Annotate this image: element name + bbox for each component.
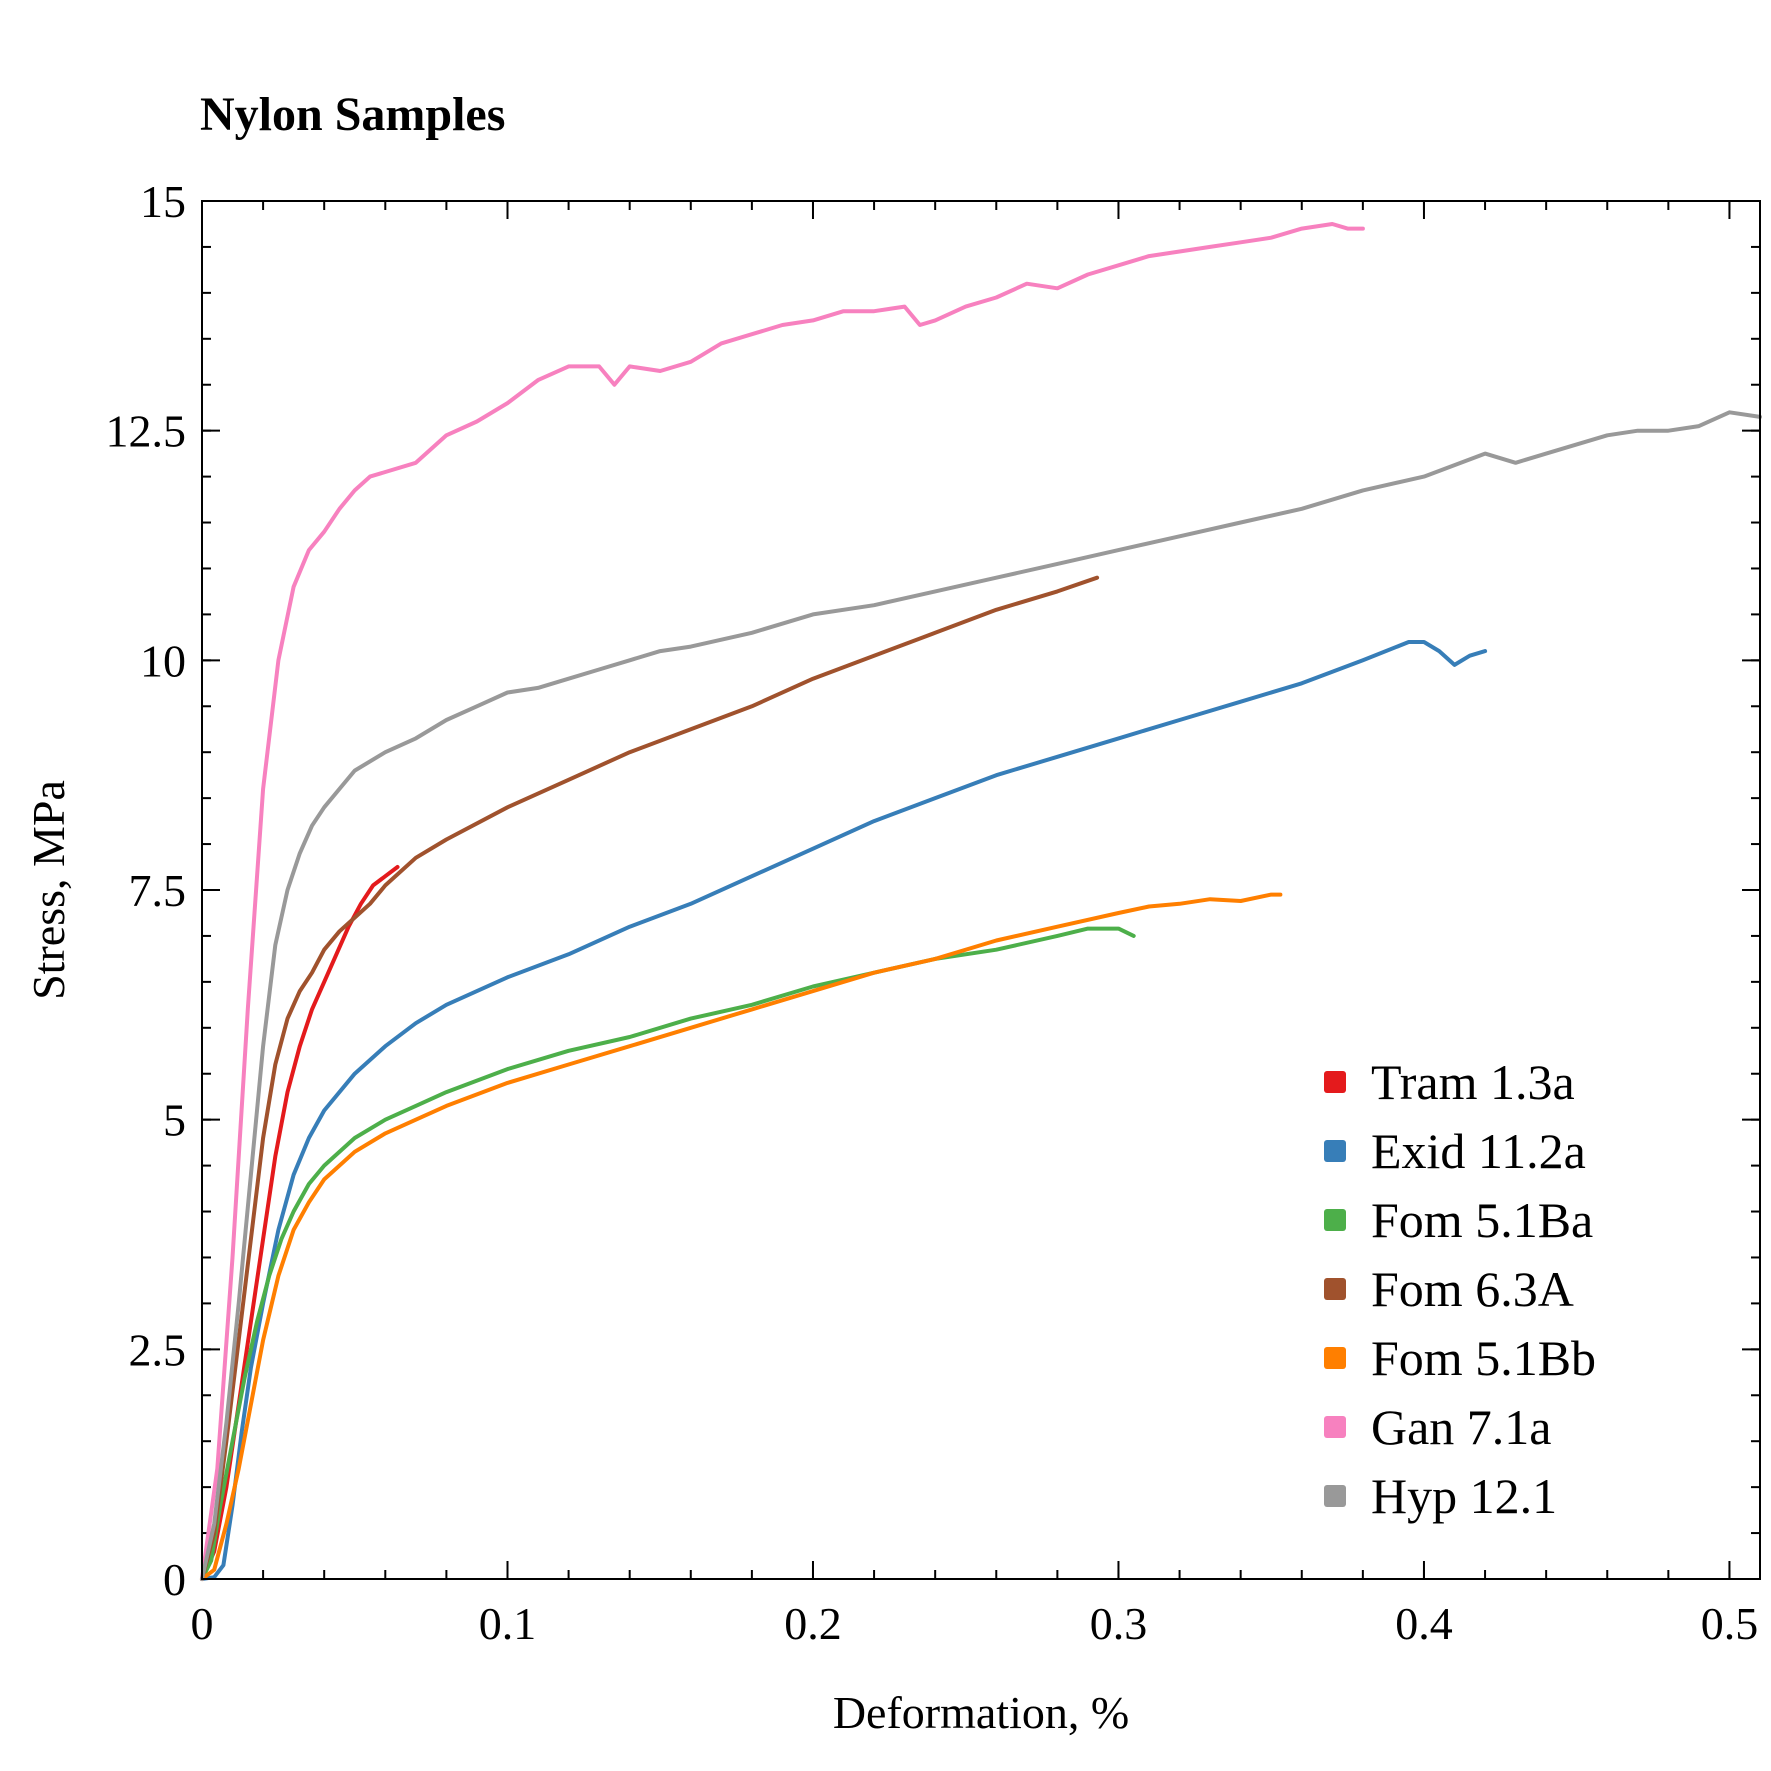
legend-label-tram-1-3a: Tram 1.3a (1371, 1054, 1575, 1110)
legend: Tram 1.3a Exid 11.2a Fom 5.1Ba Fom 6.3A Fom … (1324, 1054, 1596, 1524)
legend-swatch-fom-6-3a (1324, 1278, 1346, 1300)
series-line-tram-1-3a (200, 865, 400, 1581)
series-lines (200, 222, 1762, 1581)
legend-swatch-fom-5-1bb (1324, 1347, 1346, 1369)
y-tick-label: 0 (163, 1554, 186, 1605)
y-tick-label: 10 (140, 635, 186, 686)
chart-title: Nylon Samples (200, 88, 505, 141)
y-axis-label: Stress, MPa (23, 780, 74, 1000)
legend-swatch-exid-11-2a (1324, 1140, 1346, 1162)
x-axis-label: Deformation, % (833, 1687, 1129, 1738)
legend-swatch-tram-1-3a (1324, 1071, 1346, 1093)
legend-label-fom-6-3a: Fom 6.3A (1371, 1261, 1574, 1317)
y-tick-label: 7.5 (129, 865, 187, 916)
legend-label-fom-5-1bb: Fom 5.1Bb (1371, 1330, 1596, 1386)
x-tick-label: 0.3 (1090, 1598, 1148, 1649)
legend-label-gan-7-1a: Gan 7.1a (1371, 1399, 1552, 1455)
series-line-exid-11-2a (200, 640, 1488, 1581)
x-tick-label: 0 (191, 1598, 214, 1649)
series-line-fom-5-1ba (200, 926, 1136, 1581)
series-line-fom-5-1bb (200, 892, 1283, 1581)
y-tick-label: 2.5 (129, 1324, 187, 1375)
y-tick-label: 12.5 (106, 406, 187, 457)
plot-frame (201, 200, 1761, 1580)
x-tick-label: 0.2 (784, 1598, 842, 1649)
x-tick-label: 0.1 (479, 1598, 537, 1649)
series-line-gan-7-1a (200, 222, 1365, 1581)
series-line-hyp-12-1 (200, 410, 1762, 1581)
x-tick-label: 0.5 (1701, 1598, 1759, 1649)
axis-tick-labels: 0 0.1 0.2 0.3 0.4 0.5 0 2.5 5 7.5 10 12.5 15 (106, 176, 1759, 1649)
legend-label-fom-5-1ba: Fom 5.1Ba (1371, 1192, 1593, 1248)
legend-swatch-hyp-12-1 (1324, 1485, 1346, 1507)
x-tick-label: 0.4 (1395, 1598, 1453, 1649)
y-tick-label: 5 (163, 1095, 186, 1146)
series-line-fom-6-3a (200, 575, 1100, 1581)
legend-label-exid-11-2a: Exid 11.2a (1371, 1123, 1586, 1179)
y-tick-label: 15 (140, 176, 186, 227)
legend-swatch-gan-7-1a (1324, 1416, 1346, 1438)
legend-swatch-fom-5-1ba (1324, 1209, 1346, 1231)
legend-label-hyp-12-1: Hyp 12.1 (1371, 1468, 1557, 1524)
